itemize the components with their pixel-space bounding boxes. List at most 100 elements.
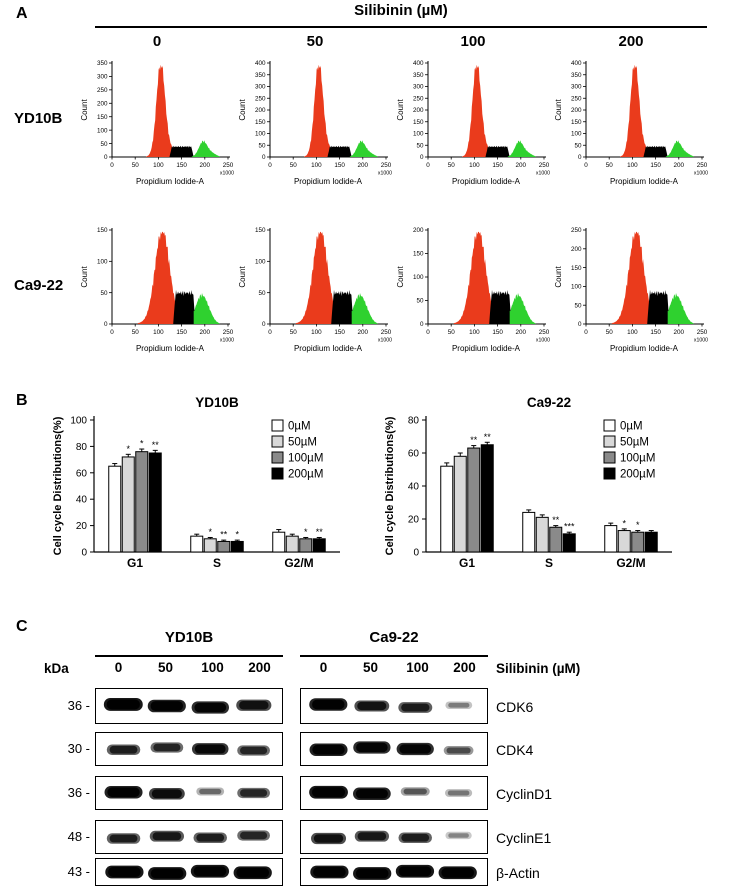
kda-marker: 36 - xyxy=(67,698,90,713)
dose-header-row: 0 50 100 200 xyxy=(78,33,710,50)
svg-text:x1000: x1000 xyxy=(378,338,392,344)
svg-text:150: 150 xyxy=(650,162,661,169)
svg-text:0: 0 xyxy=(110,162,114,169)
svg-text:G1: G1 xyxy=(459,556,475,570)
svg-text:300: 300 xyxy=(97,74,108,81)
blot-cyclind1-ca9-22 xyxy=(300,776,488,810)
svg-text:Propidium Iodide-A: Propidium Iodide-A xyxy=(136,177,205,186)
cell-line-label-yd10b: YD10B xyxy=(14,110,63,127)
svg-text:200: 200 xyxy=(358,162,369,169)
svg-text:0: 0 xyxy=(104,154,108,161)
svg-text:400: 400 xyxy=(255,60,266,67)
protein-label: CyclinD1 xyxy=(496,786,553,802)
protein-label: β-Actin xyxy=(496,865,540,881)
svg-text:100: 100 xyxy=(97,127,108,134)
svg-text:250: 250 xyxy=(413,95,424,102)
blot-cycline1-yd10b xyxy=(95,820,283,854)
svg-text:Propidium Iodide-A: Propidium Iodide-A xyxy=(452,177,521,186)
svg-text:100: 100 xyxy=(413,131,424,138)
svg-text:**: ** xyxy=(552,515,560,525)
svg-text:*: * xyxy=(126,444,130,454)
svg-text:0: 0 xyxy=(584,329,588,336)
svg-text:350: 350 xyxy=(97,60,108,67)
svg-text:50: 50 xyxy=(574,302,582,309)
svg-text:0µM: 0µM xyxy=(620,421,643,433)
dose-label: 200 xyxy=(618,33,644,50)
svg-text:**: ** xyxy=(470,435,478,445)
kda-marker: 48 - xyxy=(67,829,90,844)
dose-label: 50 xyxy=(306,33,324,50)
svg-text:50: 50 xyxy=(448,329,456,336)
lane-dose: 50 xyxy=(362,660,379,675)
panel-a-label: A xyxy=(16,5,28,22)
svg-text:150: 150 xyxy=(255,119,266,126)
lane-dose: 200 xyxy=(453,660,476,675)
svg-text:250: 250 xyxy=(697,329,708,336)
group-underline xyxy=(95,655,283,657)
panel-c-label: C xyxy=(16,618,28,635)
svg-text:100: 100 xyxy=(469,162,480,169)
protein-label: CDK6 xyxy=(496,699,534,715)
svg-text:50: 50 xyxy=(258,290,266,297)
blot-cycline1-ca9-22 xyxy=(300,820,488,854)
svg-text:60: 60 xyxy=(76,468,88,479)
svg-text:200: 200 xyxy=(571,246,582,253)
svg-text:50: 50 xyxy=(606,329,614,336)
blot-cdk4-yd10b xyxy=(95,732,283,766)
svg-text:50: 50 xyxy=(574,142,582,149)
svg-text:0: 0 xyxy=(426,162,430,169)
lane-dose: 100 xyxy=(406,660,429,675)
dose-label: 0 xyxy=(152,33,162,50)
svg-text:100: 100 xyxy=(255,259,266,266)
svg-text:0: 0 xyxy=(426,329,430,336)
blot-cdk6-ca9-22 xyxy=(300,688,488,724)
svg-text:60: 60 xyxy=(408,449,420,460)
svg-text:50: 50 xyxy=(606,162,614,169)
svg-text:250: 250 xyxy=(539,162,550,169)
blot-dose-row-ca9-22: 0 50 100 200 xyxy=(300,660,488,675)
flow-plot-ca9-22-50um: 0 50 100 150 0 50 100 150 200 250 x1000 Propidium I… xyxy=(238,227,392,353)
svg-text:100: 100 xyxy=(255,131,266,138)
svg-text:50: 50 xyxy=(416,142,424,149)
svg-text:Propidium Iodide-A: Propidium Iodide-A xyxy=(294,177,363,186)
svg-text:S: S xyxy=(545,556,553,570)
svg-text:Propidium Iodide-A: Propidium Iodide-A xyxy=(294,344,363,353)
lane-dose: 0 xyxy=(114,660,123,675)
blot-cyclind1-yd10b xyxy=(95,776,283,810)
svg-text:0: 0 xyxy=(268,329,272,336)
svg-text:50µM: 50µM xyxy=(288,437,317,449)
svg-text:G2/M: G2/M xyxy=(616,556,645,570)
svg-text:200: 200 xyxy=(200,162,211,169)
barchart-yd10b: YD10B 0 20 40 60 80 100 Cell cycle Distribution… xyxy=(52,395,340,570)
svg-text:Count: Count xyxy=(238,266,247,288)
svg-text:50: 50 xyxy=(416,298,424,305)
svg-text:50: 50 xyxy=(448,162,456,169)
svg-text:100: 100 xyxy=(571,131,582,138)
panel-b-label: B xyxy=(16,392,28,409)
svg-text:100: 100 xyxy=(571,284,582,291)
svg-text:x1000: x1000 xyxy=(536,171,550,177)
svg-text:200: 200 xyxy=(674,329,685,336)
svg-text:Count: Count xyxy=(396,99,405,121)
silibinin-title: Silibinin (µM) xyxy=(354,2,448,19)
svg-text:300: 300 xyxy=(255,84,266,91)
flow-plot-ca9-22-100um: 0 50 100 150 200 0 50 100 150 200 250 x1000 Propidiu… xyxy=(396,227,550,353)
svg-text:100µM: 100µM xyxy=(288,453,323,465)
svg-text:150: 150 xyxy=(176,162,187,169)
svg-text:200: 200 xyxy=(413,107,424,114)
svg-text:**: ** xyxy=(316,527,324,537)
blot-bactin-ca9-22 xyxy=(300,858,488,886)
kda-marker: 43 - xyxy=(67,864,90,879)
svg-text:50µM: 50µM xyxy=(620,437,649,449)
svg-text:***: *** xyxy=(564,522,575,532)
dose-label: 100 xyxy=(460,33,486,50)
svg-text:100µM: 100µM xyxy=(620,453,655,465)
lane-dose: 100 xyxy=(201,660,224,675)
svg-text:300: 300 xyxy=(571,84,582,91)
svg-text:150: 150 xyxy=(413,251,424,258)
svg-text:350: 350 xyxy=(255,72,266,79)
svg-text:*: * xyxy=(622,518,626,528)
kda-header: kDa xyxy=(44,661,69,676)
svg-text:*: * xyxy=(304,527,308,537)
svg-text:Count: Count xyxy=(80,266,89,288)
